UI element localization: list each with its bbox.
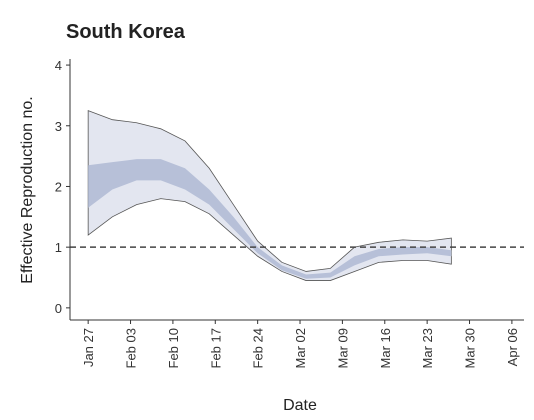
band — [87, 110, 452, 281]
x-tick-label: Feb 03 — [124, 328, 139, 368]
x-tick-label: Mar 09 — [335, 328, 350, 368]
y-tick-label: 0 — [55, 301, 62, 316]
y-tick-label: 4 — [55, 58, 62, 73]
x-tick-label: Jan 27 — [81, 328, 96, 367]
band — [88, 159, 452, 279]
y-axis-label: Effective Reproduction no. — [19, 96, 36, 283]
x-tick-label: Mar 23 — [420, 328, 435, 368]
x-tick-label: Feb 17 — [208, 328, 223, 368]
x-tick-label: Mar 30 — [463, 328, 478, 368]
x-axis-label: Date — [283, 397, 317, 414]
x-tick-label: Mar 02 — [293, 328, 308, 368]
y-tick-label: 2 — [55, 179, 62, 194]
x-tick-label: Feb 10 — [166, 328, 181, 368]
y-tick-label: 1 — [55, 240, 62, 255]
y-tick-label: 3 — [55, 119, 62, 134]
x-tick-label: Mar 16 — [378, 328, 393, 368]
x-tick-label: Feb 24 — [251, 328, 266, 368]
chart-title: South Korea — [66, 21, 186, 43]
x-tick-label: Apr 06 — [505, 328, 520, 366]
